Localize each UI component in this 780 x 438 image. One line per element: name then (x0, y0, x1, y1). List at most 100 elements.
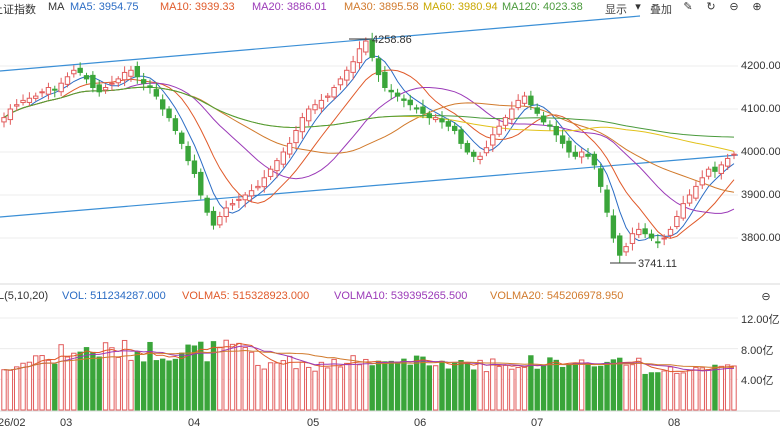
volume-bar (375, 360, 382, 411)
candle (318, 99, 325, 109)
volume-bar (325, 367, 331, 411)
volume-bar (318, 361, 325, 411)
volume-bar (344, 362, 350, 411)
price-tick-3800: 3800.00 (741, 232, 780, 244)
volume-bar (496, 365, 502, 411)
volume-bar (439, 360, 445, 411)
ma-label: MA (48, 1, 65, 13)
index-name: 上证指数 (0, 4, 36, 16)
x-tick-mar: 03 (60, 417, 73, 429)
volume-bar (204, 361, 210, 411)
candle (610, 215, 617, 239)
candle (166, 108, 172, 119)
candle (667, 228, 674, 236)
candle (585, 153, 591, 157)
volume-bar (382, 361, 388, 411)
draw-tool-icon[interactable]: ✎ (683, 1, 693, 13)
volume-collapse-icon[interactable]: ⊖ (761, 291, 771, 303)
volume-bar (198, 341, 204, 411)
candle (445, 121, 452, 127)
volume-bar (179, 352, 185, 411)
volume-bar (77, 351, 83, 411)
candle (293, 130, 299, 144)
volume-bar (159, 358, 166, 411)
volume-bar (286, 355, 293, 411)
volume-bar (483, 371, 490, 411)
candle (617, 235, 623, 256)
price-tick-4000: 4000.00 (741, 146, 780, 158)
volume-bar (432, 365, 439, 411)
volume-bar (712, 364, 718, 411)
volma10-line (3, 345, 735, 372)
candle (305, 108, 312, 122)
ma120-line (3, 86, 735, 138)
ma60-value: MA60: 3980.94 (423, 1, 498, 13)
volume-bar (153, 360, 160, 411)
volume-bar (356, 364, 363, 411)
candle (185, 145, 191, 162)
volume-bar (185, 344, 191, 411)
candle (363, 40, 369, 53)
display-dropdown-icon[interactable]: ▾ (635, 1, 641, 13)
candle (210, 210, 217, 226)
candle (96, 84, 102, 93)
candle (45, 87, 52, 95)
volume-bar (26, 361, 33, 411)
volume-bar (509, 368, 515, 411)
volume-bar (394, 361, 401, 411)
volume-bar (83, 347, 90, 411)
candle (159, 99, 166, 110)
candle (299, 117, 306, 133)
volume-bar (591, 366, 598, 411)
candle (464, 142, 471, 153)
upper-trendline (0, 15, 641, 72)
candle (71, 69, 77, 75)
volume-bar (261, 368, 267, 411)
display-button[interactable]: 显示 (605, 4, 627, 16)
candle (331, 87, 337, 98)
volume-bar (147, 341, 153, 411)
candle (490, 134, 496, 146)
candle (528, 95, 534, 106)
candle (312, 104, 318, 111)
candle (369, 39, 375, 58)
volume-bar (102, 342, 109, 411)
refresh-icon[interactable]: ↻ (706, 1, 716, 13)
overlay-button[interactable]: 叠加 (650, 4, 672, 16)
candle (13, 104, 20, 107)
ma20-value: MA20: 3886.01 (252, 1, 327, 13)
volume-bar (547, 357, 553, 411)
candle (102, 87, 109, 91)
candle (705, 168, 712, 177)
candle (471, 151, 477, 157)
volume-bar (693, 366, 699, 411)
minus-icon[interactable]: ⊖ (729, 1, 739, 13)
volume-bar (617, 357, 623, 411)
volume-bar (648, 372, 655, 411)
candle (718, 164, 725, 174)
price-tick-4200: 4200.00 (741, 60, 780, 72)
ma30-value: MA30: 3895.58 (344, 1, 419, 13)
candle (693, 185, 699, 199)
candle (26, 97, 33, 103)
volume-bar (655, 372, 661, 411)
candle (20, 99, 26, 104)
candle (140, 79, 147, 84)
volume-bar (451, 362, 458, 411)
candle (674, 216, 680, 228)
plus-icon[interactable]: ⊕ (752, 1, 762, 13)
candle (274, 160, 280, 172)
volume-bar (1, 369, 7, 411)
volume-bar (274, 362, 280, 411)
volume-bar (572, 362, 579, 411)
volume-bar (13, 366, 20, 411)
volume-bar (629, 364, 636, 411)
volume-bar (166, 360, 172, 411)
volume-bar (731, 365, 737, 411)
price-tick-3900: 3900.00 (741, 189, 780, 201)
candle (420, 106, 426, 114)
volume-bar (388, 360, 394, 411)
candle (134, 66, 141, 78)
volume-bar (363, 358, 369, 411)
